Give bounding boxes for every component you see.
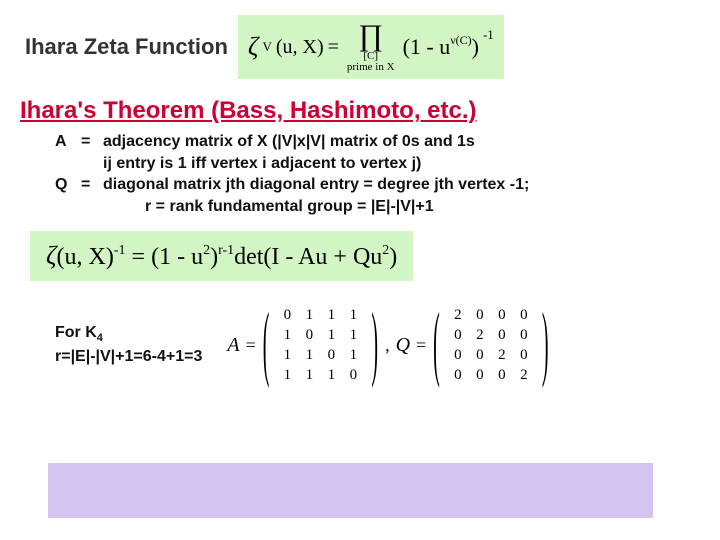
def-Q-eq: =	[81, 174, 103, 196]
paren-open: (	[403, 34, 410, 59]
matrix-cell: 1	[276, 325, 298, 345]
det-eq: =	[132, 244, 146, 270]
prod-glyph: ∏	[358, 21, 383, 51]
def-r-line: r = rank fundamental group = |E|-|V|+1	[145, 196, 690, 218]
A-label: A	[227, 334, 239, 357]
def-A-line1: adjacency matrix of X (|V|x|V| matrix of…	[103, 131, 690, 153]
det-zeta: ζ	[46, 241, 57, 270]
determinant-formula: ζ(u, X)-1 = (1 - u2)r-1det(I - Au + Qu2)	[30, 231, 413, 281]
zeta-args: (u, X)	[276, 36, 324, 59]
Q-label: Q	[396, 334, 410, 357]
purple-strip	[48, 463, 653, 518]
matrix-cell: 0	[447, 325, 469, 345]
matrix-cell: 1	[342, 345, 364, 365]
det-factor-exp: 2	[203, 243, 210, 258]
def-Q-sym: Q	[55, 174, 81, 196]
matrix-cell: 0	[513, 325, 535, 345]
matrix-cell: 0	[298, 325, 320, 345]
definitions-block: A = adjacency matrix of X (|V|x|V| matri…	[55, 131, 690, 217]
term: (1 - uν(C))	[403, 34, 479, 60]
det-r-exp: r-1	[218, 243, 234, 258]
matrix-cell: 0	[447, 345, 469, 365]
theorem-title: Ihara's Theorem (Bass, Hashimoto, etc.)	[20, 97, 720, 125]
Q-eq: =	[416, 335, 426, 356]
k4-line2: r=|E|-|V|+1=6-4+1=3	[55, 348, 202, 365]
matrix-cell: 1	[320, 365, 342, 385]
det-tail: )	[389, 244, 397, 270]
equals: =	[328, 36, 339, 59]
matrix-cell: 0	[491, 325, 513, 345]
matrix-cell: 2	[469, 325, 491, 345]
zeta-definition-formula: ζV(u, X) = ∏ [C] prime in X (1 - uν(C)) …	[238, 15, 504, 79]
page-title: Ihara Zeta Function	[25, 34, 228, 60]
def-A-line2: ij entry is 1 iff vertex i adjacent to v…	[103, 153, 690, 175]
matrix-cell: 1	[298, 345, 320, 365]
det-lhs-exp: -1	[114, 243, 126, 258]
matrix-cell: 1	[276, 345, 298, 365]
matrix-cell: 0	[491, 365, 513, 385]
term-body: 1 - u	[410, 34, 450, 59]
det-body: det(I - Au + Qu	[234, 244, 382, 270]
matrix-cell: 1	[276, 365, 298, 385]
prod-sub-2: prime in X	[347, 62, 395, 73]
matrix-cell: 0	[491, 305, 513, 325]
matrix-cell: 0	[447, 365, 469, 385]
paren-close: )	[472, 34, 479, 59]
det-args: (u, X)	[57, 244, 114, 270]
A-matrix: 0111101111011110	[276, 303, 364, 387]
matrix-cell: 0	[469, 345, 491, 365]
matrix-cell: 0	[320, 345, 342, 365]
matrix-cell: 2	[447, 305, 469, 325]
matrix-cell: 0	[513, 345, 535, 365]
k4-sub: 4	[97, 332, 103, 344]
def-A-sym: A	[55, 131, 81, 153]
matrix-cell: 2	[491, 345, 513, 365]
det-factor: (1 - u	[151, 244, 203, 270]
det-factor-close: )	[210, 244, 218, 270]
def-Q-line1: diagonal matrix jth diagonal entry = deg…	[103, 174, 690, 196]
zeta-sub: V	[262, 39, 271, 55]
matrix-cell: 0	[276, 305, 298, 325]
outer-exp: -1	[483, 27, 494, 43]
k4-example-text: For K4 r=|E|-|V|+1=6-4+1=3	[55, 322, 202, 369]
matrix-cell: 2	[513, 365, 535, 385]
det-qu-exp: 2	[382, 243, 389, 258]
comma: ,	[385, 335, 390, 356]
product-symbol: ∏ [C] prime in X	[347, 21, 395, 73]
matrix-cell: 1	[342, 325, 364, 345]
matrix-cell: 1	[298, 305, 320, 325]
zeta-symbol: ζ	[248, 32, 259, 62]
Q-matrix: 2000020000200002	[447, 303, 535, 387]
matrix-cell: 1	[298, 365, 320, 385]
matrix-cell: 1	[320, 305, 342, 325]
matrix-cell: 0	[342, 365, 364, 385]
matrix-cell: 0	[469, 305, 491, 325]
matrix-cell: 0	[469, 365, 491, 385]
matrices-block: A = ( 0111101111011110 ) , Q = ( 2000020…	[227, 303, 549, 387]
matrix-cell: 1	[320, 325, 342, 345]
term-exp: ν(C)	[450, 33, 471, 47]
matrix-cell: 1	[342, 305, 364, 325]
def-A-eq: =	[81, 131, 103, 153]
matrix-cell: 0	[513, 305, 535, 325]
k4-line1: For K	[55, 324, 97, 341]
A-eq: =	[246, 335, 256, 356]
